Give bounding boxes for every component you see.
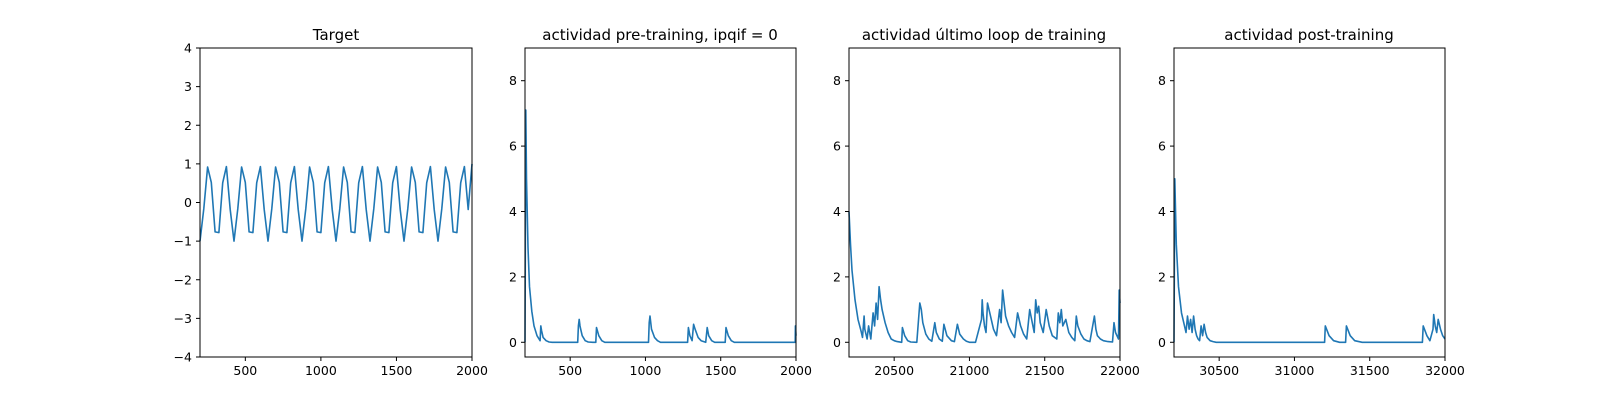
y-tick-label: −3 (174, 311, 192, 326)
y-tick-label: 4 (1158, 204, 1166, 219)
x-tick-label: 20500 (874, 363, 914, 378)
x-tick-label: 31000 (1275, 363, 1315, 378)
subplot-pre-training: actividad pre-training, ipqif = 0 500 100… (509, 26, 812, 378)
y-tick-label: −2 (174, 272, 192, 287)
x-tick-label: 500 (558, 363, 582, 378)
subplot-title: actividad pre-training, ipqif = 0 (542, 26, 778, 44)
x-tick-label: 21500 (1025, 363, 1065, 378)
y-tick-label: 8 (509, 73, 517, 88)
y-tick-label: 6 (1158, 139, 1166, 154)
x-tick-label: 2000 (780, 363, 812, 378)
y-tick-label: 0 (1158, 335, 1166, 350)
y-tick-label: 0 (509, 335, 517, 350)
series-line (1173, 178, 1446, 344)
y-tick-label: −1 (174, 234, 192, 249)
y-tick-label: 2 (509, 269, 517, 284)
y-tick-label: 6 (833, 139, 841, 154)
x-tick-label: 1000 (305, 363, 337, 378)
subplot-title: actividad post-training (1224, 26, 1393, 44)
y-tick-label: 0 (833, 335, 841, 350)
x-tick-label: 1500 (705, 363, 737, 378)
y-tick-label: 3 (184, 79, 192, 94)
y-tick-label: −4 (174, 350, 192, 365)
subplot-title: actividad último loop de training (862, 26, 1106, 44)
y-tick-label: 4 (833, 204, 841, 219)
subplot-post-training: actividad post-training 30500 31000 31500 3… (1158, 26, 1465, 378)
y-tick-label: 2 (184, 118, 192, 133)
x-tick-label: 30500 (1199, 363, 1239, 378)
y-tick-label: 6 (509, 139, 517, 154)
plot-frame (524, 47, 797, 358)
series-line (848, 211, 1121, 344)
x-tick-label: 31500 (1350, 363, 1390, 378)
subplot-target: Target 500 1000 1500 2000 −4 −3 −2 −1 0 1 2 3 4 (174, 26, 488, 378)
x-tick-label: 21000 (950, 363, 990, 378)
y-tick-label: 4 (509, 204, 517, 219)
plot-frame (848, 47, 1121, 358)
subplot-last-training-loop: actividad último loop de training 20500 2… (833, 26, 1140, 378)
x-tick-label: 32000 (1425, 363, 1465, 378)
y-tick-label: 2 (1158, 269, 1166, 284)
x-tick-label: 500 (233, 363, 257, 378)
x-tick-label: 22000 (1100, 363, 1140, 378)
y-tick-label: 8 (1158, 73, 1166, 88)
subplot-title: Target (312, 26, 360, 44)
x-tick-label: 1000 (630, 363, 662, 378)
series-line (199, 163, 473, 242)
y-tick-label: 1 (184, 156, 192, 171)
plot-frame (1173, 47, 1446, 358)
y-tick-label: 2 (833, 269, 841, 284)
x-tick-label: 2000 (456, 363, 488, 378)
y-tick-label: 8 (833, 73, 841, 88)
y-tick-label: 4 (184, 41, 192, 56)
y-tick-label: 0 (184, 195, 192, 210)
x-tick-label: 1500 (381, 363, 413, 378)
series-line (524, 109, 797, 344)
